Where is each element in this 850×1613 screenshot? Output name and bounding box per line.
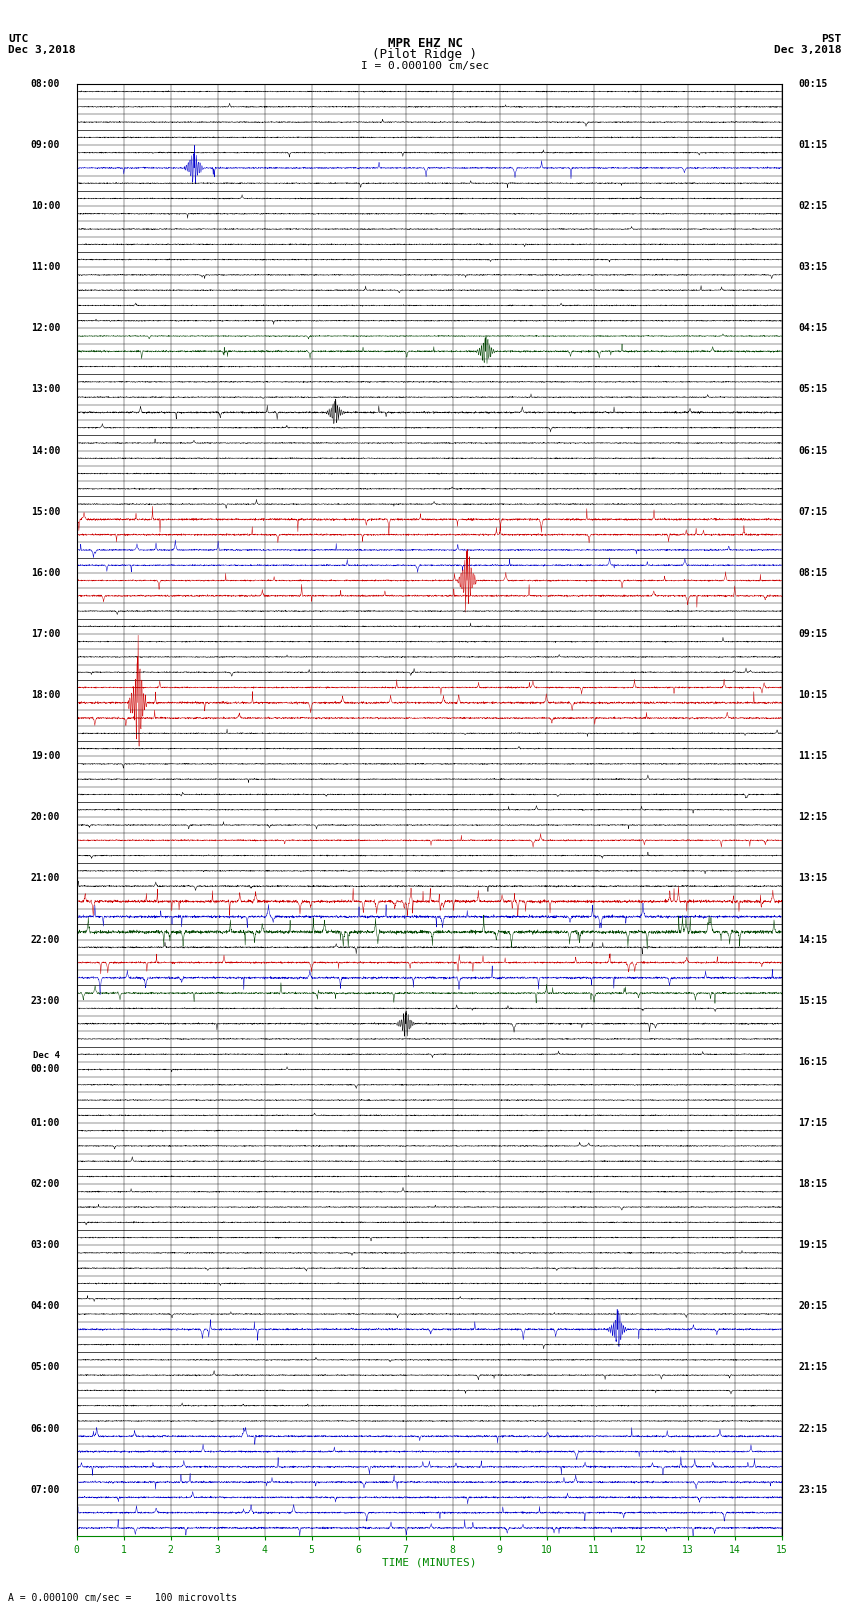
Text: 01:15: 01:15 (798, 140, 828, 150)
Text: 05:15: 05:15 (798, 384, 828, 395)
Text: 23:15: 23:15 (798, 1484, 828, 1495)
Text: 17:00: 17:00 (31, 629, 60, 639)
Text: 01:00: 01:00 (31, 1118, 60, 1127)
Text: A = 0.000100 cm/sec =    100 microvolts: A = 0.000100 cm/sec = 100 microvolts (8, 1594, 238, 1603)
Text: 15:00: 15:00 (31, 506, 60, 516)
Text: 22:00: 22:00 (31, 934, 60, 945)
Text: 19:15: 19:15 (798, 1240, 828, 1250)
Text: Dec 3,2018: Dec 3,2018 (774, 45, 842, 55)
Text: 02:15: 02:15 (798, 202, 828, 211)
Text: 21:00: 21:00 (31, 874, 60, 884)
Text: 05:00: 05:00 (31, 1363, 60, 1373)
Text: 03:15: 03:15 (798, 263, 828, 273)
Text: 12:00: 12:00 (31, 323, 60, 334)
Text: (Pilot Ridge ): (Pilot Ridge ) (372, 48, 478, 61)
Text: 14:15: 14:15 (798, 934, 828, 945)
Text: 16:00: 16:00 (31, 568, 60, 577)
Text: 15:15: 15:15 (798, 995, 828, 1007)
Text: 18:15: 18:15 (798, 1179, 828, 1189)
Text: 08:00: 08:00 (31, 79, 60, 89)
Text: 06:15: 06:15 (798, 445, 828, 455)
Text: 09:15: 09:15 (798, 629, 828, 639)
Text: PST: PST (821, 34, 842, 44)
Text: 12:15: 12:15 (798, 813, 828, 823)
Text: 20:00: 20:00 (31, 813, 60, 823)
Text: Dec 4: Dec 4 (33, 1050, 60, 1060)
Text: 00:00: 00:00 (31, 1065, 60, 1074)
Text: 22:15: 22:15 (798, 1424, 828, 1434)
Text: 21:15: 21:15 (798, 1363, 828, 1373)
Text: 04:00: 04:00 (31, 1302, 60, 1311)
Text: 10:00: 10:00 (31, 202, 60, 211)
Text: 13:00: 13:00 (31, 384, 60, 395)
Text: Dec 3,2018: Dec 3,2018 (8, 45, 76, 55)
Text: 11:15: 11:15 (798, 752, 828, 761)
Text: 13:15: 13:15 (798, 874, 828, 884)
Text: 07:15: 07:15 (798, 506, 828, 516)
Text: 03:00: 03:00 (31, 1240, 60, 1250)
Text: 06:00: 06:00 (31, 1424, 60, 1434)
Text: 17:15: 17:15 (798, 1118, 828, 1127)
Text: 11:00: 11:00 (31, 263, 60, 273)
Text: MPR EHZ NC: MPR EHZ NC (388, 37, 462, 50)
Text: I = 0.000100 cm/sec: I = 0.000100 cm/sec (361, 61, 489, 71)
Text: 14:00: 14:00 (31, 445, 60, 455)
Text: 07:00: 07:00 (31, 1484, 60, 1495)
X-axis label: TIME (MINUTES): TIME (MINUTES) (382, 1558, 477, 1568)
Text: 18:00: 18:00 (31, 690, 60, 700)
Text: 08:15: 08:15 (798, 568, 828, 577)
Text: UTC: UTC (8, 34, 29, 44)
Text: 04:15: 04:15 (798, 323, 828, 334)
Text: 23:00: 23:00 (31, 995, 60, 1007)
Text: 00:15: 00:15 (798, 79, 828, 89)
Text: 09:00: 09:00 (31, 140, 60, 150)
Text: 19:00: 19:00 (31, 752, 60, 761)
Text: 02:00: 02:00 (31, 1179, 60, 1189)
Text: 16:15: 16:15 (798, 1057, 828, 1066)
Text: 10:15: 10:15 (798, 690, 828, 700)
Text: 20:15: 20:15 (798, 1302, 828, 1311)
